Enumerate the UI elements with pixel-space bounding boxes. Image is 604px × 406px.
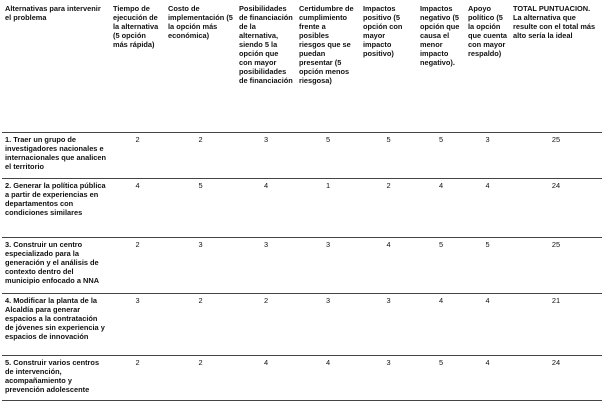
alternative-label: 3. Construir un centro especializado par… xyxy=(2,237,110,294)
score-cell: 3 xyxy=(296,293,360,356)
column-header: Tiempo de ejecución de la alternativa (5… xyxy=(110,2,165,133)
alternative-label: 4. Modificar la planta de la Alcaldía pa… xyxy=(2,293,110,356)
score-cell: 5 xyxy=(417,355,465,401)
score-cell: 4 xyxy=(465,178,510,238)
column-header: Impactos negativo (5 opción que causa el… xyxy=(417,2,465,133)
alternative-label: 2. Generar la política pública a partir … xyxy=(2,178,110,238)
score-cell: 4 xyxy=(236,178,296,238)
score-cell: 3 xyxy=(360,293,417,356)
table-row: 1. Traer un grupo de investigadores naci… xyxy=(2,132,602,179)
column-header: Alternativas para intervenir el problema xyxy=(2,2,110,133)
score-cell: 2 xyxy=(165,293,236,356)
score-cell: 5 xyxy=(417,237,465,294)
column-header: TOTAL PUNTUACION. La alternativa que res… xyxy=(510,2,602,133)
score-cell: 2 xyxy=(236,293,296,356)
score-cell: 2 xyxy=(360,178,417,238)
score-cell: 5 xyxy=(417,132,465,179)
score-cell: 4 xyxy=(417,178,465,238)
score-cell: 4 xyxy=(417,293,465,356)
score-cell: 2 xyxy=(110,237,165,294)
score-cell: 2 xyxy=(110,132,165,179)
score-cell: 4 xyxy=(296,355,360,401)
score-cell: 3 xyxy=(360,355,417,401)
score-cell: 3 xyxy=(236,237,296,294)
score-cell: 25 xyxy=(510,132,602,179)
score-cell: 1 xyxy=(296,178,360,238)
score-cell: 2 xyxy=(165,355,236,401)
score-cell: 2 xyxy=(165,132,236,179)
score-cell: 2 xyxy=(110,355,165,401)
score-cell: 24 xyxy=(510,178,602,238)
table-row: 3. Construir un centro especializado par… xyxy=(2,237,602,294)
table-row: 4. Modificar la planta de la Alcaldía pa… xyxy=(2,293,602,356)
score-cell: 5 xyxy=(165,178,236,238)
score-cell: 5 xyxy=(465,237,510,294)
column-header: Apoyo político (5 la opción que cuenta c… xyxy=(465,2,510,133)
alternative-label: 1. Traer un grupo de investigadores naci… xyxy=(2,132,110,179)
score-cell: 3 xyxy=(110,293,165,356)
score-cell: 21 xyxy=(510,293,602,356)
table-body: 1. Traer un grupo de investigadores naci… xyxy=(2,132,602,401)
score-cell: 5 xyxy=(296,132,360,179)
score-cell: 5 xyxy=(360,132,417,179)
column-header: Impactos positivo (5 opción con mayor im… xyxy=(360,2,417,133)
score-cell: 4 xyxy=(236,355,296,401)
header-row: Alternativas para intervenir el problema… xyxy=(2,2,602,133)
column-header: Certidumbre de cumplimiento frente a pos… xyxy=(296,2,360,133)
score-cell: 3 xyxy=(236,132,296,179)
score-cell: 4 xyxy=(360,237,417,294)
column-header: Costo de implementación (5 la opción más… xyxy=(165,2,236,133)
table-row: 5. Construir varios centros de intervenc… xyxy=(2,355,602,401)
score-cell: 24 xyxy=(510,355,602,401)
scoring-table: Alternativas para intervenir el problema… xyxy=(2,2,602,401)
score-cell: 25 xyxy=(510,237,602,294)
column-header: Posibilidades de financiación de la alte… xyxy=(236,2,296,133)
score-cell: 3 xyxy=(465,132,510,179)
alternative-label: 5. Construir varios centros de intervenc… xyxy=(2,355,110,401)
score-cell: 3 xyxy=(296,237,360,294)
score-cell: 4 xyxy=(465,355,510,401)
table-row: 2. Generar la política pública a partir … xyxy=(2,178,602,238)
score-cell: 3 xyxy=(165,237,236,294)
score-cell: 4 xyxy=(465,293,510,356)
score-cell: 4 xyxy=(110,178,165,238)
